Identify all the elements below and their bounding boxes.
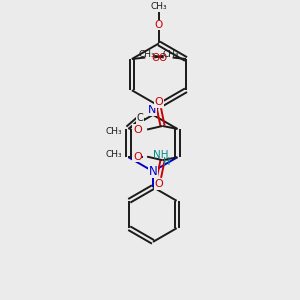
Text: H: H (163, 157, 171, 167)
Text: N: N (148, 165, 158, 178)
Text: CH₃: CH₃ (162, 50, 179, 59)
Text: O: O (155, 20, 163, 30)
Text: O: O (158, 52, 166, 62)
Text: O: O (154, 179, 164, 189)
Text: CH₃: CH₃ (150, 2, 166, 11)
Text: O: O (133, 124, 142, 134)
Text: CH₃: CH₃ (106, 150, 122, 159)
Text: CH₃: CH₃ (106, 127, 122, 136)
Text: C: C (136, 113, 143, 124)
Text: O: O (154, 97, 164, 107)
Text: NH: NH (153, 150, 169, 160)
Text: O: O (133, 152, 142, 162)
Text: N: N (148, 105, 156, 115)
Text: O: O (151, 52, 160, 62)
Text: CH₃: CH₃ (139, 50, 156, 59)
